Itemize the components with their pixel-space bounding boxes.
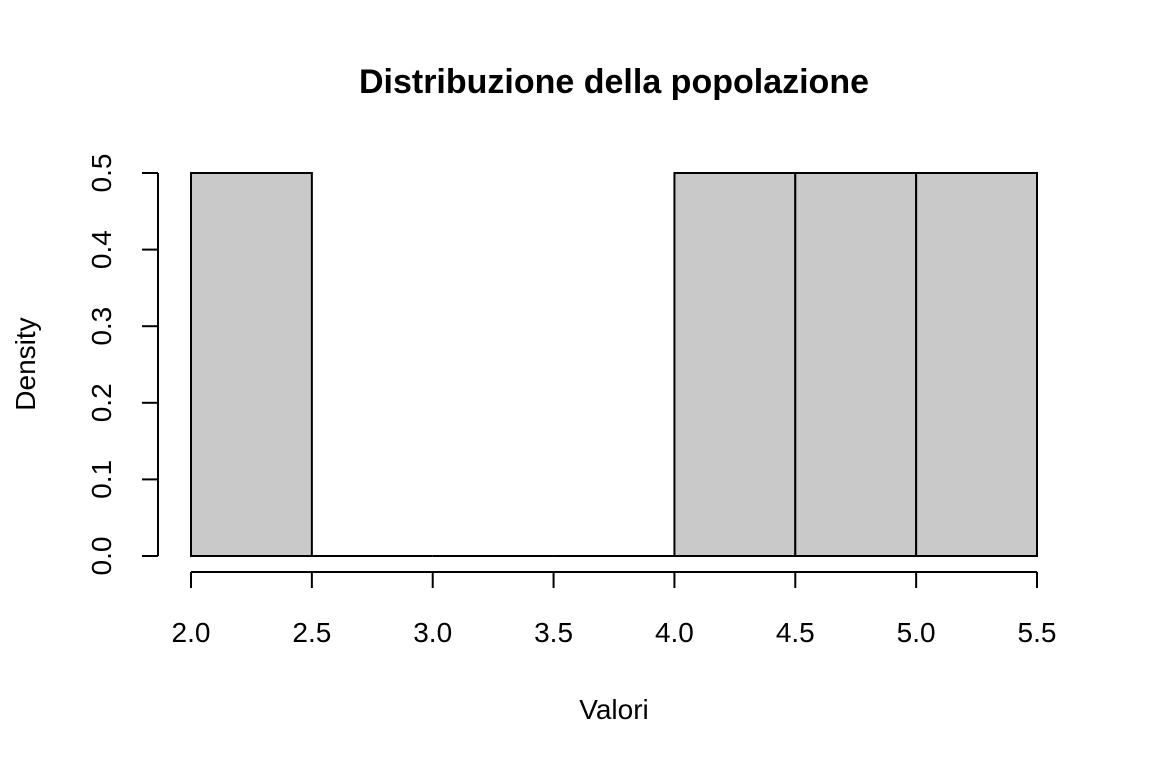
y-axis: 0.0 0.1 0.2 0.3 0.4 0.5 [86, 154, 159, 576]
y-tick-label: 0.4 [86, 230, 117, 269]
x-tick-label: 4.5 [776, 617, 815, 648]
y-tick-label: 0.1 [86, 460, 117, 499]
y-tick-label: 0.5 [86, 154, 117, 193]
y-tick-label: 0.3 [86, 307, 117, 346]
histogram-bar [794, 172, 918, 557]
x-axis: 2.0 2.5 3.0 3.5 4.0 4.5 5.0 5.5 [172, 571, 1057, 648]
bars-group [190, 172, 1039, 557]
histogram-bar [915, 172, 1039, 557]
x-tick-label: 5.0 [897, 617, 936, 648]
histogram-bar [673, 172, 797, 557]
y-axis-label: Density [10, 317, 41, 410]
y-tick-label: 0.2 [86, 383, 117, 422]
y-tick-label: 0.0 [86, 537, 117, 576]
histogram-bar [190, 172, 313, 557]
x-axis-label: Valori [579, 694, 649, 725]
x-tick-label: 4.0 [655, 617, 694, 648]
chart-title: Distribuzione della popolazione [359, 63, 869, 101]
x-tick-label: 5.5 [1018, 617, 1057, 648]
x-tick-label: 3.5 [534, 617, 573, 648]
x-tick-label: 2.5 [292, 617, 331, 648]
x-tick-label: 2.0 [172, 617, 211, 648]
x-tick-label: 3.0 [413, 617, 452, 648]
